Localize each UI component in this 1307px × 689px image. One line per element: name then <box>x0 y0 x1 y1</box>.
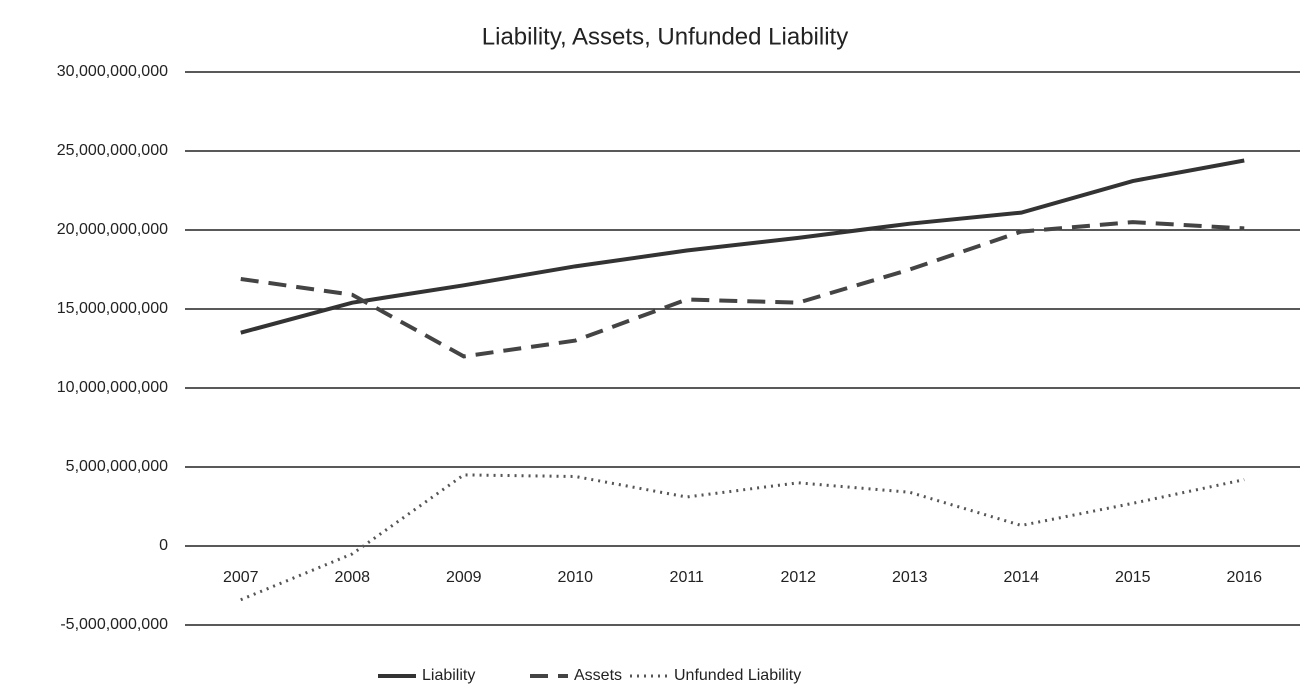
y-tick-label: 15,000,000,000 <box>57 300 168 317</box>
x-tick-label: 2014 <box>1003 569 1039 586</box>
y-tick-label: 0 <box>159 537 168 554</box>
legend-label: Liability <box>422 667 475 684</box>
x-tick-label: 2008 <box>334 569 370 586</box>
legend-label: Unfunded Liability <box>674 667 801 684</box>
series-line <box>240 158 1245 335</box>
x-tick-label: 2007 <box>223 569 259 586</box>
y-tick-label: 10,000,000,000 <box>57 379 168 396</box>
y-tick-label: 30,000,000,000 <box>57 63 168 80</box>
x-tick-label: 2015 <box>1115 569 1151 586</box>
x-tick-label: 2013 <box>892 569 928 586</box>
x-tick-label: 2011 <box>670 569 705 586</box>
x-tick-label: 2012 <box>780 569 816 586</box>
x-tick-label: 2016 <box>1226 569 1262 586</box>
y-tick-label: 5,000,000,000 <box>66 458 168 475</box>
y-tick-label: 20,000,000,000 <box>57 221 168 238</box>
chart-title: Liability, Assets, Unfunded Liability <box>482 23 848 50</box>
series-line <box>240 220 1245 359</box>
x-tick-label: 2009 <box>446 569 482 586</box>
legend-label: Assets <box>574 667 622 684</box>
x-tick-label: 2010 <box>557 569 593 586</box>
series-line <box>240 473 1245 602</box>
y-tick-label: -5,000,000,000 <box>60 616 168 633</box>
y-tick-label: 25,000,000,000 <box>57 142 168 159</box>
